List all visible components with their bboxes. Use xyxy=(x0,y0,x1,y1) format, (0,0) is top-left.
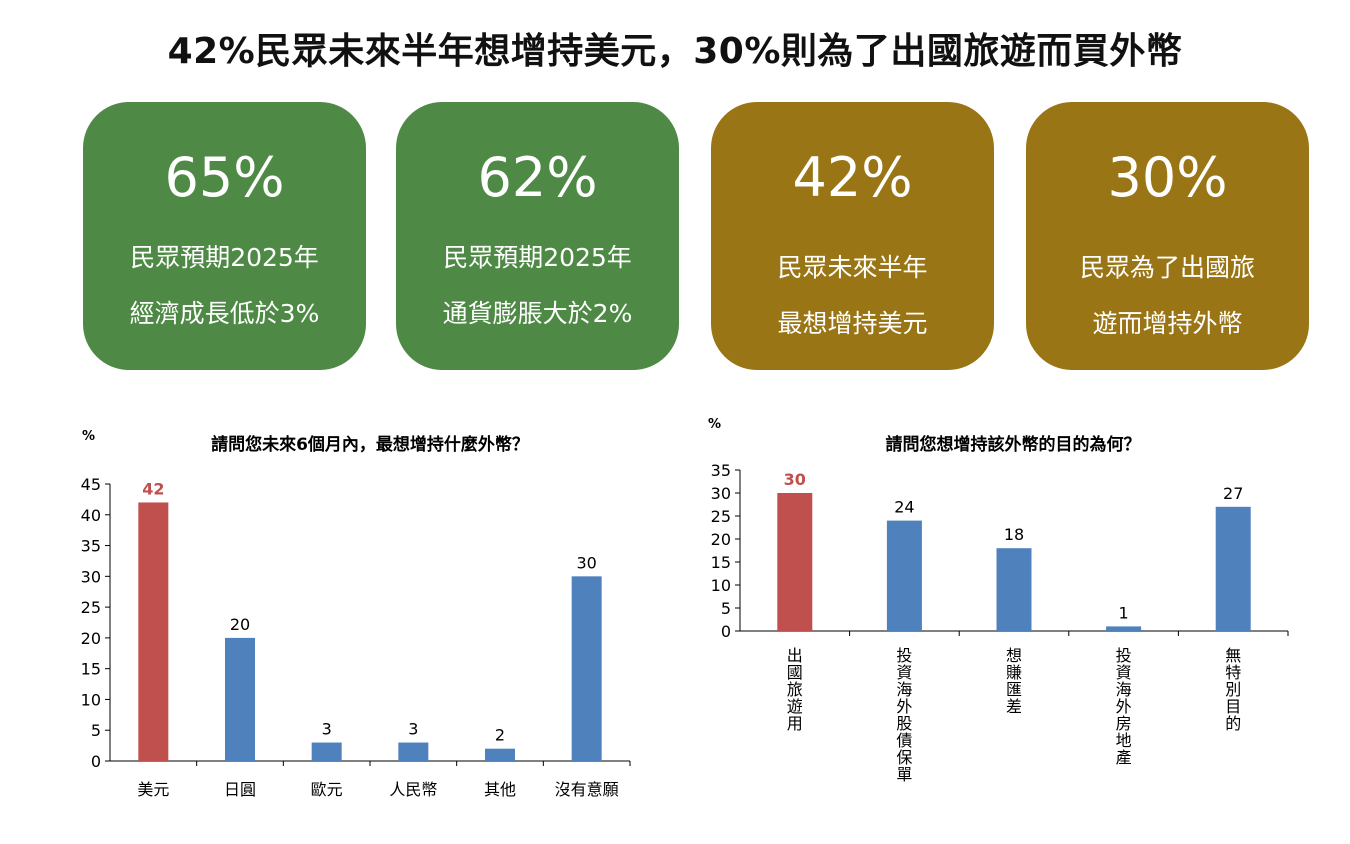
stat-card-line2: 遊而增持外幣 xyxy=(1092,309,1243,338)
x-category-label: 美元 xyxy=(137,780,169,799)
data-label: 27 xyxy=(1223,484,1243,503)
data-label: 3 xyxy=(322,720,332,739)
x-category-label: 無特別目的 xyxy=(1225,646,1241,733)
x-category-label: 出國旅遊用 xyxy=(787,646,803,733)
bar xyxy=(225,637,255,761)
stat-card-line1: 民眾未來半年 xyxy=(777,253,928,282)
stat-card-value: 42% xyxy=(792,146,913,209)
bar xyxy=(571,576,602,761)
y-tick-label: 0 xyxy=(721,622,731,641)
bar xyxy=(996,548,1032,631)
stat-card-travel: 30% 民眾為了出國旅 遊而增持外幣 xyxy=(1026,102,1309,370)
x-category-label: 沒有意願 xyxy=(555,780,619,799)
stat-card-line1: 民眾預期2025年 xyxy=(443,243,632,272)
y-tick-label: 30 xyxy=(81,567,101,586)
stat-card-value: 65% xyxy=(164,146,285,209)
y-tick-label: 30 xyxy=(711,484,731,503)
stat-card-line2: 經濟成長低於3% xyxy=(129,299,320,328)
x-category-label: 投資海外房地產 xyxy=(1116,646,1132,767)
x-category-label: 其他 xyxy=(484,780,516,799)
y-tick-label: 10 xyxy=(711,576,731,595)
data-label: 3 xyxy=(408,720,418,739)
data-label: 30 xyxy=(784,470,806,489)
x-category-label: 想賺匯差 xyxy=(1006,646,1022,716)
page-title: 42%民眾未來半年想增持美元，30%則為了出國旅遊而買外幣 xyxy=(167,31,1183,72)
purpose-bar-chart: 請問您想增持該外幣的目的為何？% 0 5 10 15 20 25 30 35 30 出國旅遊用 24 投… xyxy=(708,417,1289,784)
y-tick-label: 5 xyxy=(91,721,101,740)
bar xyxy=(1106,626,1142,631)
bar xyxy=(311,742,342,761)
data-label: 20 xyxy=(230,615,250,634)
bar xyxy=(398,742,429,761)
chart-title: 請問您想增持該外幣的目的為何？ xyxy=(886,434,1141,455)
data-label: 24 xyxy=(894,498,914,517)
stat-card-growth: 65% 民眾預期2025年 經濟成長低於3% xyxy=(83,102,366,370)
x-category-label: 人民幣 xyxy=(389,780,437,799)
y-tick-label: 35 xyxy=(81,537,101,556)
y-tick-label: 5 xyxy=(721,599,731,618)
data-label: 42 xyxy=(142,479,164,498)
stat-card-line1: 民眾預期2025年 xyxy=(130,243,319,272)
y-axis-unit-label: % xyxy=(82,429,95,444)
stat-card-line2: 通貨膨脹大於2% xyxy=(442,299,633,328)
y-tick-label: 20 xyxy=(711,530,731,549)
y-tick-label: 15 xyxy=(711,553,731,572)
y-tick-label: 10 xyxy=(81,690,101,709)
stat-card-usd: 42% 民眾未來半年 最想增持美元 xyxy=(711,102,994,370)
stat-card-line2: 最想增持美元 xyxy=(777,309,928,338)
currency-bar-chart: 請問您未來6個月內，最想增持什麼外幣？% 0 5 10 15 20 25 30 35 40 45 42… xyxy=(81,429,631,799)
y-tick-label: 25 xyxy=(81,598,101,617)
stat-card-value: 30% xyxy=(1107,146,1228,209)
data-label: 2 xyxy=(495,726,505,745)
y-tick-label: 40 xyxy=(81,506,101,525)
stat-card-inflation: 62% 民眾預期2025年 通貨膨脹大於2% xyxy=(396,102,679,370)
stat-card-line1: 民眾為了出國旅 xyxy=(1079,253,1255,282)
x-category-label: 歐元 xyxy=(311,780,343,799)
y-tick-label: 20 xyxy=(81,629,101,648)
bar xyxy=(1215,506,1251,631)
bar xyxy=(777,493,813,631)
chart-title: 請問您未來6個月內，最想增持什麼外幣？ xyxy=(211,434,529,455)
bar xyxy=(886,520,922,631)
y-tick-label: 45 xyxy=(81,475,101,494)
y-axis-unit-label: % xyxy=(708,417,721,432)
bar xyxy=(485,748,515,761)
data-label: 18 xyxy=(1004,525,1024,544)
bar xyxy=(138,502,169,761)
x-category-label: 日圓 xyxy=(224,780,256,799)
data-label: 1 xyxy=(1119,603,1129,622)
stat-card-value: 62% xyxy=(477,146,598,209)
x-category-label: 投資海外股債保單 xyxy=(896,646,912,784)
y-tick-label: 0 xyxy=(91,752,101,771)
y-tick-label: 15 xyxy=(81,660,101,679)
y-tick-label: 35 xyxy=(711,461,731,480)
data-label: 30 xyxy=(576,553,596,572)
y-tick-label: 25 xyxy=(711,507,731,526)
